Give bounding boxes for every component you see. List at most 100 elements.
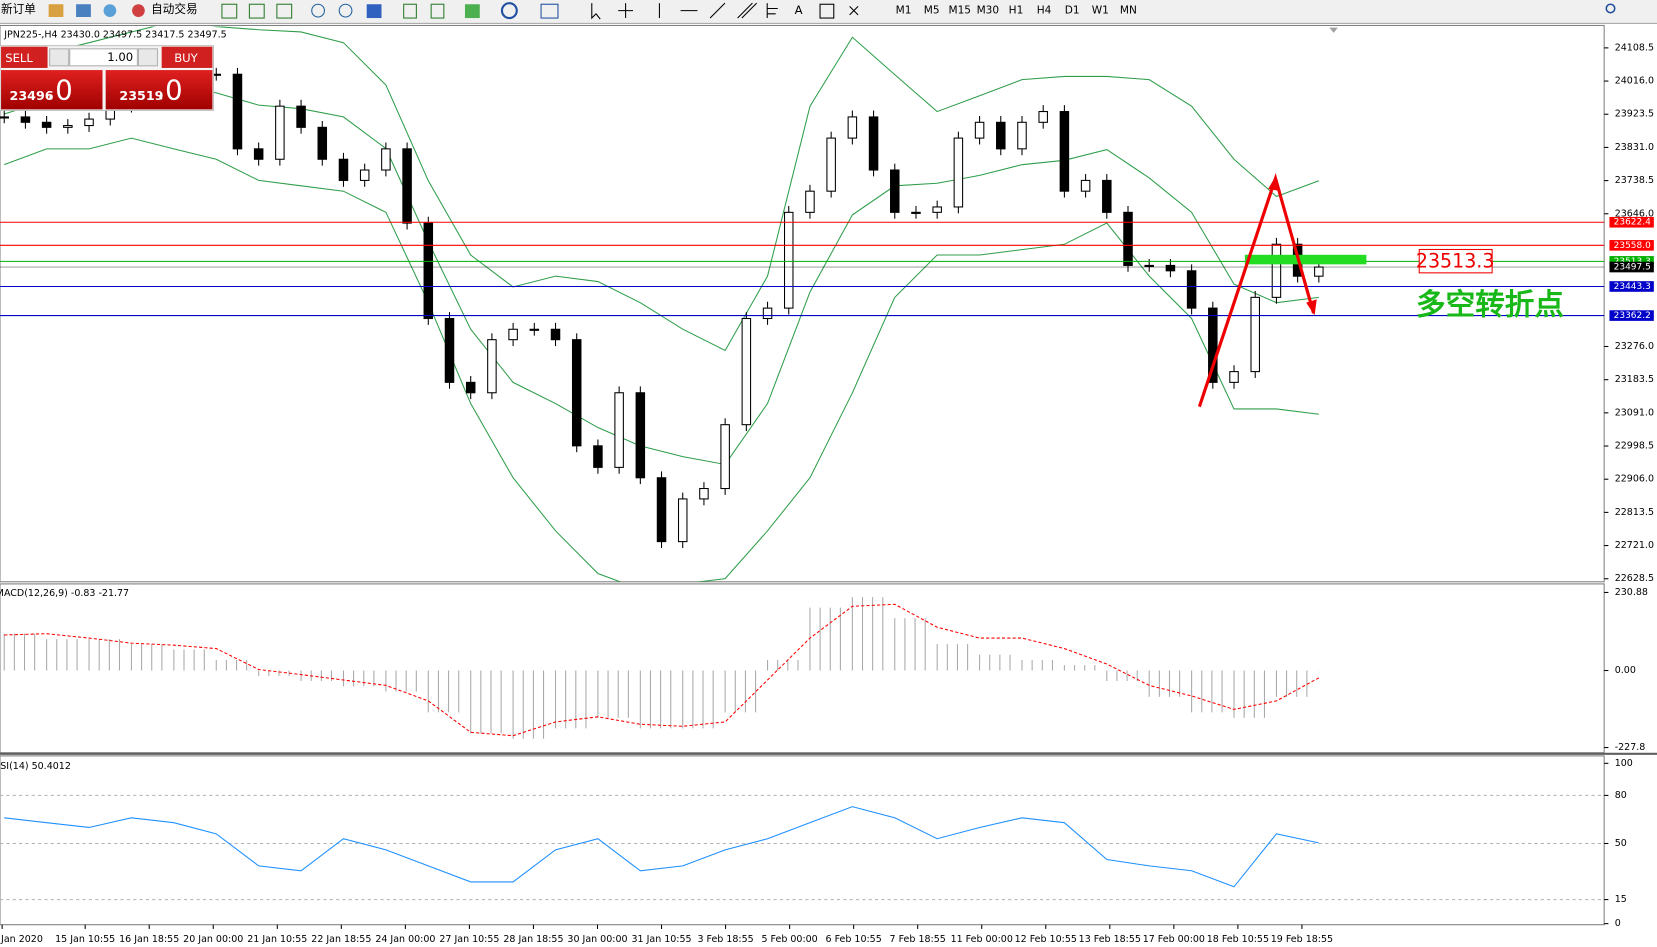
shift-marker — [1329, 27, 1338, 33]
period-button[interactable]: D1 — [1065, 5, 1080, 17]
x-tick-label: 17 Feb 00:00 — [1143, 934, 1205, 945]
period-button[interactable]: W1 — [1092, 5, 1109, 17]
x-tick-label: 5 Feb 00:00 — [761, 934, 817, 945]
candle — [529, 328, 540, 331]
y-tick-label: 23091.0 — [1615, 407, 1654, 418]
icon[interactable] — [76, 4, 91, 17]
x-tick-label: 21 Jan 10:55 — [247, 934, 307, 945]
zoom-in[interactable] — [311, 3, 325, 18]
y-tick-label: 23831.0 — [1615, 142, 1654, 153]
icon[interactable] — [366, 4, 382, 19]
y-tick-label: 22628.5 — [1615, 573, 1654, 584]
candle — [1250, 296, 1260, 373]
x-tick-label: 6 Feb 10:55 — [826, 934, 882, 945]
lots-value[interactable]: 1.00 — [107, 50, 133, 64]
icon[interactable] — [248, 3, 265, 19]
x-tick-label: Jan 2020 — [0, 934, 43, 945]
candle — [932, 206, 942, 213]
icon[interactable] — [403, 3, 417, 19]
buy-label[interactable]: BUY — [174, 51, 198, 65]
sell-label[interactable]: SELL — [5, 51, 33, 65]
bid-point[interactable]: .0 — [46, 74, 72, 106]
candle — [84, 118, 94, 127]
candle — [402, 148, 412, 224]
candle — [508, 328, 518, 341]
bollinger-lower — [4, 137, 1319, 582]
candle — [890, 169, 900, 213]
candle — [41, 121, 52, 128]
level-label: 23497.5 — [1614, 263, 1651, 273]
turning-band — [1244, 254, 1367, 265]
sell-price-box[interactable] — [1, 70, 103, 110]
channel-tool[interactable] — [737, 2, 758, 19]
icon[interactable] — [464, 4, 480, 19]
y-tick-label: 24016.0 — [1615, 76, 1654, 87]
trade-panel: SELL 1.00 BUY 23496 .0 23519 .0 — [0, 45, 214, 111]
icon[interactable] — [430, 3, 445, 19]
period-button[interactable]: M1 — [896, 5, 912, 17]
rsi-tick-label: 50 — [1615, 838, 1627, 849]
trendline-tool[interactable] — [709, 2, 726, 19]
rsi-line — [4, 806, 1319, 888]
rsi-tick-label: 15 — [1615, 894, 1627, 905]
icon[interactable] — [276, 3, 293, 19]
lots-dropdown[interactable] — [49, 48, 70, 67]
candle — [911, 211, 921, 214]
icon[interactable] — [540, 3, 559, 19]
period-button[interactable]: M5 — [924, 5, 940, 17]
level-label: 23622.4 — [1614, 218, 1651, 228]
level-label: 23443.3 — [1614, 282, 1651, 292]
period-button[interactable]: MN — [1120, 5, 1137, 17]
search[interactable] — [1605, 3, 1616, 14]
period-button[interactable]: H1 — [1009, 5, 1024, 17]
arrows-tool[interactable] — [849, 5, 859, 16]
ask-price[interactable]: 23519 — [119, 88, 163, 103]
auto-trading-button[interactable]: 自动交易 — [151, 2, 197, 16]
ask-point[interactable]: .0 — [156, 74, 182, 106]
candle — [487, 339, 497, 394]
candle — [762, 307, 773, 320]
icon[interactable] — [500, 2, 518, 20]
sell-button[interactable] — [1, 46, 48, 68]
candle — [317, 126, 328, 160]
icon[interactable] — [221, 3, 238, 19]
lots-spinner[interactable] — [137, 48, 158, 67]
macd-chart — [3, 597, 1320, 739]
macd-tick-label: 230.88 — [1615, 587, 1648, 598]
buy-button[interactable] — [161, 46, 213, 68]
price-box — [1418, 248, 1493, 274]
macd-panel — [0, 583, 1605, 754]
level-tag — [1609, 310, 1654, 321]
fibo-tool[interactable] — [766, 3, 778, 19]
label-tool[interactable] — [819, 3, 835, 19]
buy-price-box[interactable] — [105, 70, 213, 110]
x-tick-label: 30 Jan 00:00 — [567, 934, 627, 945]
rsi-panel — [0, 755, 1605, 926]
y-tick-label: 23923.5 — [1615, 109, 1654, 120]
x-tick-label: 16 Jan 18:55 — [119, 934, 179, 945]
icon[interactable] — [103, 4, 117, 17]
rsi-label: RSI(14) 50.4012 — [0, 761, 71, 772]
x-tick-label: 3 Feb 18:55 — [697, 934, 753, 945]
y-tick-label: 23276.0 — [1615, 341, 1654, 352]
period-button[interactable]: M30 — [977, 5, 1000, 17]
cursor-tool[interactable] — [591, 3, 601, 20]
candle — [1144, 264, 1154, 268]
x-tick-label: 12 Feb 10:55 — [1015, 934, 1077, 945]
candle — [677, 498, 688, 543]
bollinger-middle — [4, 84, 1319, 466]
bid-price[interactable]: 23496 — [10, 88, 54, 103]
y-tick-label: 22721.0 — [1615, 540, 1654, 551]
text-tool[interactable]: A — [795, 3, 803, 17]
level-label: 23558.0 — [1614, 241, 1651, 251]
candle — [550, 328, 561, 341]
lots-input[interactable] — [69, 48, 138, 67]
period-button[interactable]: H4 — [1037, 5, 1052, 17]
candle — [275, 105, 285, 160]
auto-trading-icon[interactable] — [132, 4, 145, 17]
period-button[interactable]: M15 — [948, 5, 971, 17]
new-order-button[interactable]: 新订单 — [1, 2, 36, 16]
crosshair-tool[interactable] — [618, 3, 633, 19]
icon[interactable] — [48, 4, 64, 17]
zoom-out[interactable] — [338, 3, 353, 18]
